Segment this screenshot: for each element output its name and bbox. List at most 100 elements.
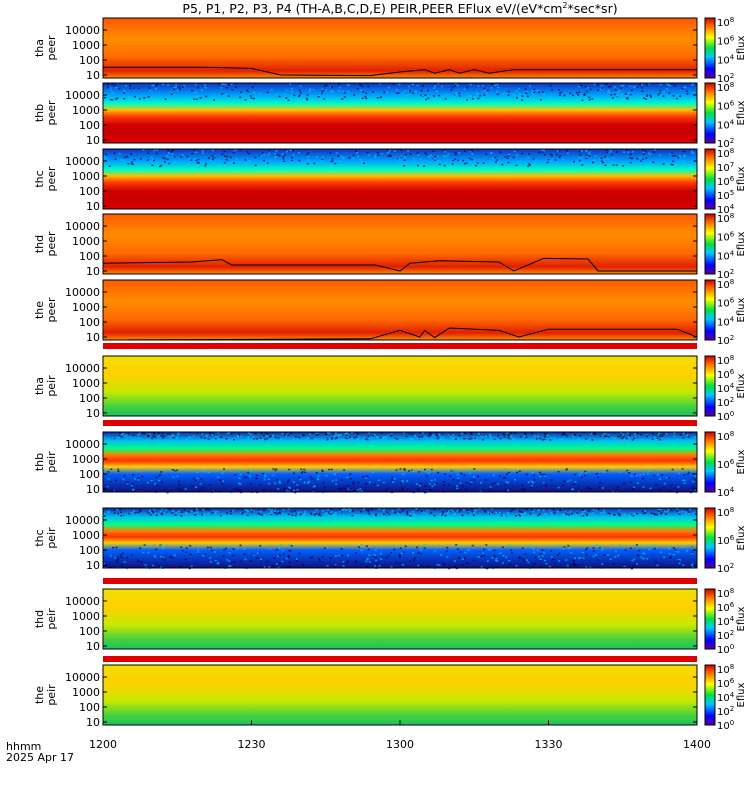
y-tick-label: 1000 xyxy=(72,301,100,314)
spectrogram xyxy=(103,356,697,416)
panel-thb-peir: 10 100 1000 10000 thb peir 108 106 104 Eflux xyxy=(33,430,747,499)
colorbar-tick-label: 106 xyxy=(717,175,735,188)
panel-tha-peer: 10 100 1000 10000 tha peer 108 106 104 102 Eflux xyxy=(33,16,747,85)
x-tick-labels: 1200 1230 1300 1330 1400 xyxy=(89,720,711,751)
colorbar-tick-label: 108 xyxy=(717,278,734,291)
colorbar-label: Eflux xyxy=(736,449,747,474)
colorbar-tick-label: 106 xyxy=(717,231,735,244)
panel-species-label: peer xyxy=(45,35,58,61)
panel-species-label: peir xyxy=(45,451,58,473)
y-tick-label: 10000 xyxy=(65,362,100,375)
panel-separator xyxy=(103,656,697,662)
panel-frame xyxy=(102,431,698,493)
noise-texture xyxy=(103,149,695,168)
panel-frame xyxy=(102,17,698,79)
panel-separator xyxy=(103,343,697,349)
y-tick-label: 10 xyxy=(86,640,100,653)
colorbar-tick-label: 102 xyxy=(717,562,734,575)
noise-texture xyxy=(103,432,697,494)
colorbar-tick-label: 108 xyxy=(717,430,734,443)
y-tick-label: 10000 xyxy=(65,595,100,608)
panel-probe-label: thd xyxy=(33,235,46,253)
colorbar-label: Eflux xyxy=(736,525,747,550)
contour-line xyxy=(102,327,698,341)
colorbar xyxy=(704,588,716,650)
x-axis-label-date: 2025 Apr 17 xyxy=(6,751,74,764)
spectrogram xyxy=(103,508,697,568)
spectrogram xyxy=(103,18,697,78)
colorbar-tick-label: 106 xyxy=(717,458,735,471)
colorbar-tick-label: 100 xyxy=(717,719,734,732)
panel-frame xyxy=(102,279,698,341)
y-tick-label: 1000 xyxy=(72,170,100,183)
colorbar xyxy=(704,82,716,144)
panel-probe-label: the xyxy=(33,301,46,319)
y-tick-label: 10 xyxy=(86,69,100,82)
panel-probe-label: thc xyxy=(33,529,46,546)
panel-thd-peer: 10 100 1000 10000 thd peer 108 106 104 102 Eflux xyxy=(33,212,747,281)
colorbar-tick-label: 102 xyxy=(717,334,734,347)
y-tick-label: 10 xyxy=(86,134,100,147)
colorbar-tick-label: 104 xyxy=(717,486,735,499)
chart-title-tail: *sec*sr) xyxy=(567,1,617,16)
colorbar-tick-label: 102 xyxy=(717,268,734,281)
colorbar-tick-label: 106 xyxy=(717,297,735,310)
colorbar-tick-label: 104 xyxy=(717,249,735,262)
panel-species-label: peer xyxy=(45,297,58,323)
panel-probe-label: thc xyxy=(33,170,46,187)
colorbar-tick-label: 104 xyxy=(717,315,735,328)
colorbar-tick-label: 102 xyxy=(717,629,734,642)
colorbar xyxy=(704,213,716,275)
colorbar-label: Eflux xyxy=(736,35,747,60)
colorbar-tick-label: 106 xyxy=(717,368,735,381)
colorbar-label: Eflux xyxy=(736,166,747,191)
y-tick-label: 10000 xyxy=(65,24,100,37)
x-tick-label: 1200 xyxy=(89,738,117,751)
y-tick-label: 100 xyxy=(79,185,100,198)
colorbar xyxy=(704,431,716,493)
x-tick-label: 1300 xyxy=(386,738,414,751)
panel-species-label: peir xyxy=(45,375,58,397)
colorbar-tick-label: 104 xyxy=(717,203,735,216)
colorbar-tick-label: 106 xyxy=(717,100,735,113)
panel-probe-label: the xyxy=(33,686,46,704)
x-tick-label: 1400 xyxy=(683,738,711,751)
colorbar-tick-label: 105 xyxy=(717,189,734,202)
panel-frame xyxy=(102,588,698,650)
x-tick-label: 1330 xyxy=(535,738,563,751)
y-tick-label: 100 xyxy=(79,392,100,405)
colorbar-tick-label: 100 xyxy=(717,410,734,423)
x-axis: 1200 1230 1300 1330 1400 hhmm 2025 Apr 17 xyxy=(6,720,711,764)
chart-title-main: P5, P1, P2, P3, P4 (TH-A,B,C,D,E) PEIR,P… xyxy=(182,1,562,16)
y-tick-label: 10 xyxy=(86,716,100,729)
y-tick-label: 10000 xyxy=(65,286,100,299)
panel-thc-peir: 10 100 1000 10000 thc peir 108 106 102 Eflux xyxy=(33,506,747,575)
colorbar-tick-label: 106 xyxy=(717,534,735,547)
panel-frame xyxy=(102,82,698,144)
spectrogram xyxy=(103,589,697,649)
chart-title: P5, P1, P2, P3, P4 (TH-A,B,C,D,E) PEIR,P… xyxy=(182,1,617,16)
y-tick-label: 100 xyxy=(79,250,100,263)
y-tick-label: 100 xyxy=(79,701,100,714)
colorbar xyxy=(704,17,716,79)
colorbar-tick-label: 102 xyxy=(717,705,734,718)
colorbar-tick-label: 108 xyxy=(717,212,734,225)
colorbar-tick-label: 102 xyxy=(717,72,734,85)
panel-species-label: peir xyxy=(45,608,58,630)
panel-thb-peer: 10 100 1000 10000 thb peer 108 106 104 102 Eflux xyxy=(33,81,747,150)
colorbar-tick-label: 104 xyxy=(717,118,735,131)
colorbar-label: Eflux xyxy=(736,373,747,398)
y-tick-label: 10000 xyxy=(65,220,100,233)
spectrogram xyxy=(103,432,697,492)
y-tick-label: 1000 xyxy=(72,377,100,390)
y-tick-label: 100 xyxy=(79,54,100,67)
spectrogram xyxy=(103,280,697,340)
spectrogram xyxy=(103,214,697,274)
colorbar-tick-label: 102 xyxy=(717,137,734,150)
y-tick-label: 1000 xyxy=(72,686,100,699)
colorbar-tick-label: 102 xyxy=(717,396,734,409)
